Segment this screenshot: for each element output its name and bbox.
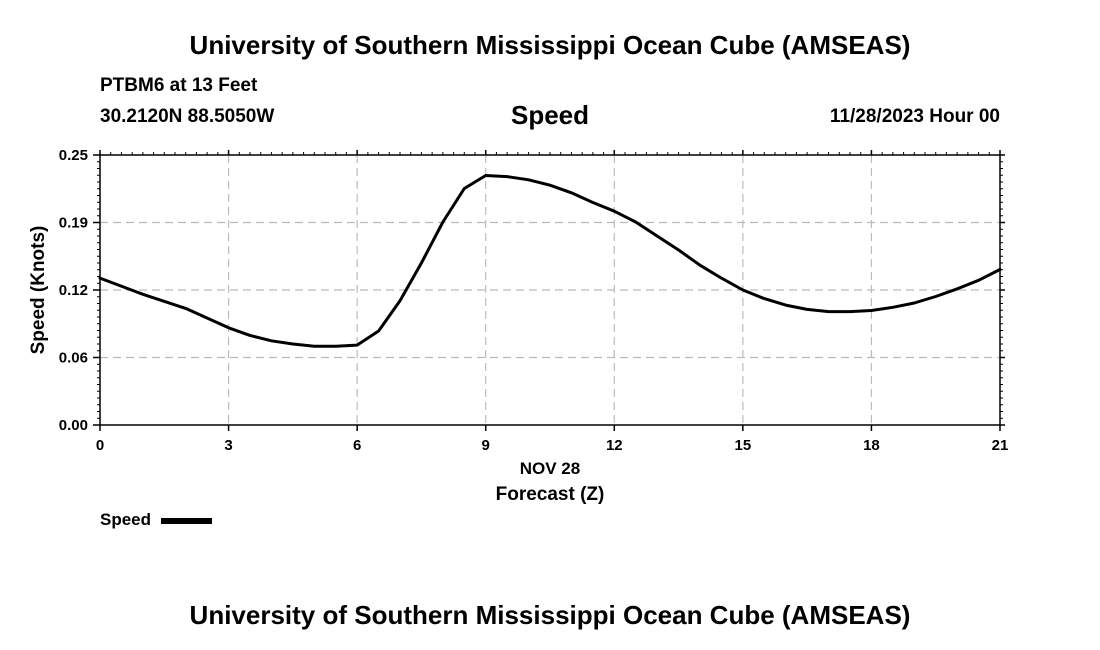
variable-title: Speed bbox=[510, 100, 590, 130]
location-label: 30.2120N 88.5050W bbox=[100, 106, 275, 127]
x-tick-label: 21 bbox=[992, 437, 1009, 454]
datetime-label: 11/28/2023 Hour 00 bbox=[829, 106, 1000, 127]
x-axis-label: Forecast (Z) bbox=[496, 484, 605, 505]
x-tick-label: 12 bbox=[606, 437, 623, 454]
x-tick-label: 3 bbox=[224, 437, 232, 454]
footer-title: University of Southern Mississippi Ocean… bbox=[189, 600, 911, 630]
x-tick-label: 18 bbox=[863, 437, 880, 454]
y-tick-label: 0.12 bbox=[59, 282, 88, 299]
station-label: PTBM6 at 13 Feet bbox=[100, 75, 258, 96]
y-tick-label: 0.25 bbox=[59, 147, 88, 164]
y-tick-label: 0.19 bbox=[59, 215, 88, 232]
y-tick-label: 0.06 bbox=[59, 350, 88, 367]
y-axis-ticks: 0.00 0.06 0.12 0.19 0.25 bbox=[59, 147, 1005, 434]
y-tick-label: 0.00 bbox=[59, 417, 88, 434]
x-axis-ticks: 0 3 6 9 12 15 18 21 bbox=[96, 150, 1009, 454]
x-axis-sublabel: NOV 28 bbox=[520, 459, 580, 478]
minor-ticks bbox=[97, 152, 1003, 426]
y-axis-label: Speed (Knots) bbox=[28, 226, 49, 355]
grid-lines bbox=[100, 155, 1000, 425]
speed-series-line bbox=[98, 174, 1002, 348]
chart-main-title: University of Southern Mississippi Ocean… bbox=[189, 30, 911, 60]
x-tick-label: 6 bbox=[353, 437, 361, 454]
legend-label: Speed bbox=[100, 510, 151, 529]
legend: Speed bbox=[100, 510, 212, 529]
x-tick-label: 9 bbox=[482, 437, 490, 454]
x-tick-label: 15 bbox=[735, 437, 752, 454]
x-tick-label: 0 bbox=[96, 437, 104, 454]
